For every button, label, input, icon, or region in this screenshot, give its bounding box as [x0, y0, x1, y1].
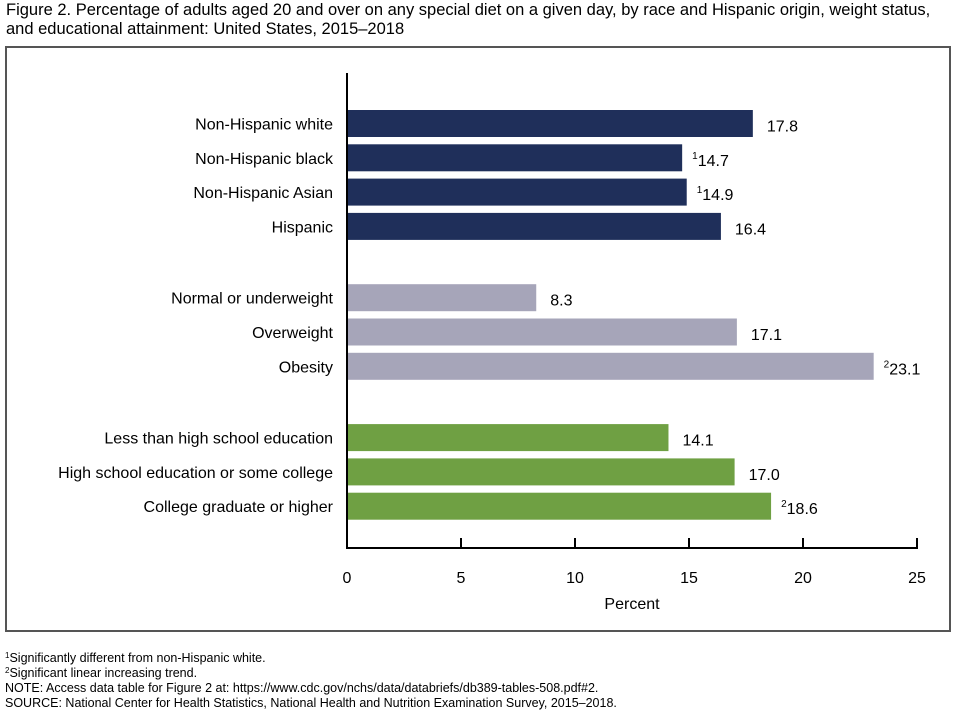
- category-label: Obesity: [279, 359, 333, 376]
- value-label: 17.1: [751, 327, 782, 344]
- bar: [347, 212, 721, 240]
- category-label: College graduate or higher: [144, 499, 334, 516]
- bar: [347, 110, 753, 137]
- bar: [347, 458, 735, 486]
- bar: [347, 144, 683, 172]
- footnote-2: 2Significant linear increasing trend.: [5, 666, 197, 681]
- bar: [347, 284, 537, 312]
- value-labels-layer: 17.8114.7114.916.48.317.1223.114.117.021…: [550, 119, 920, 519]
- x-axis-title: Percent: [604, 596, 660, 613]
- value-text: 14.7: [698, 153, 729, 170]
- bar: [347, 318, 737, 346]
- category-label: Non-Hispanic black: [195, 151, 334, 168]
- footnote-1: 1Significantly different from non-Hispan…: [5, 651, 266, 666]
- footnote-mark: 2: [781, 499, 787, 510]
- x-tick-label: 15: [680, 570, 698, 587]
- footnote-mark: 1: [692, 151, 698, 162]
- category-label: Hispanic: [272, 219, 333, 236]
- footnote-mark: 2: [5, 666, 10, 675]
- value-label: 114.7: [692, 151, 729, 170]
- value-label: 223.1: [884, 359, 921, 378]
- value-label: 114.9: [697, 185, 734, 204]
- bar: [347, 352, 874, 380]
- category-labels-layer: Non-Hispanic white Non-Hispanic black Non-…: [58, 117, 334, 517]
- footnote-mark: 1: [5, 651, 10, 660]
- x-axis: 0 5 10 15 20 25: [343, 73, 926, 587]
- value-label: 8.3: [550, 293, 572, 310]
- value-text: 23.1: [889, 361, 920, 378]
- bars-layer: [347, 110, 874, 520]
- x-tick-label: 5: [457, 570, 466, 587]
- figure-title: Figure 2. Percentage of adults aged 20 a…: [6, 1, 931, 38]
- x-tick-label: 20: [794, 570, 812, 587]
- value-label: 218.6: [781, 499, 818, 518]
- value-label: 16.4: [735, 221, 766, 238]
- category-label: Non-Hispanic white: [195, 117, 333, 134]
- footnote-text: Significant linear increasing trend.: [9, 666, 198, 680]
- value-label: 14.1: [682, 433, 713, 450]
- x-tick-label: 10: [566, 570, 584, 587]
- footnote-text: Significantly different from non-Hispani…: [9, 651, 266, 665]
- category-label: Less than high school education: [104, 431, 333, 448]
- category-label: Overweight: [252, 325, 333, 342]
- category-label: Normal or underweight: [171, 291, 333, 308]
- value-text: 18.6: [787, 501, 818, 518]
- value-text: 14.9: [702, 187, 733, 204]
- value-label: 17.0: [749, 467, 780, 484]
- footnote-mark: 1: [697, 185, 703, 196]
- bar: [347, 424, 669, 452]
- x-tick-label: 0: [343, 570, 352, 587]
- bar: [347, 492, 772, 520]
- bar: [347, 178, 687, 206]
- value-label: 17.8: [767, 119, 798, 136]
- category-label: Non-Hispanic Asian: [193, 185, 333, 202]
- chart-frame: [5, 46, 951, 632]
- category-label: High school education or some college: [58, 465, 333, 482]
- note-text: NOTE: Access data table for Figure 2 at:…: [5, 681, 599, 695]
- footnote-mark: 2: [884, 359, 890, 370]
- x-tick-label: 25: [908, 570, 926, 587]
- source-text: SOURCE: National Center for Health Stati…: [5, 696, 617, 710]
